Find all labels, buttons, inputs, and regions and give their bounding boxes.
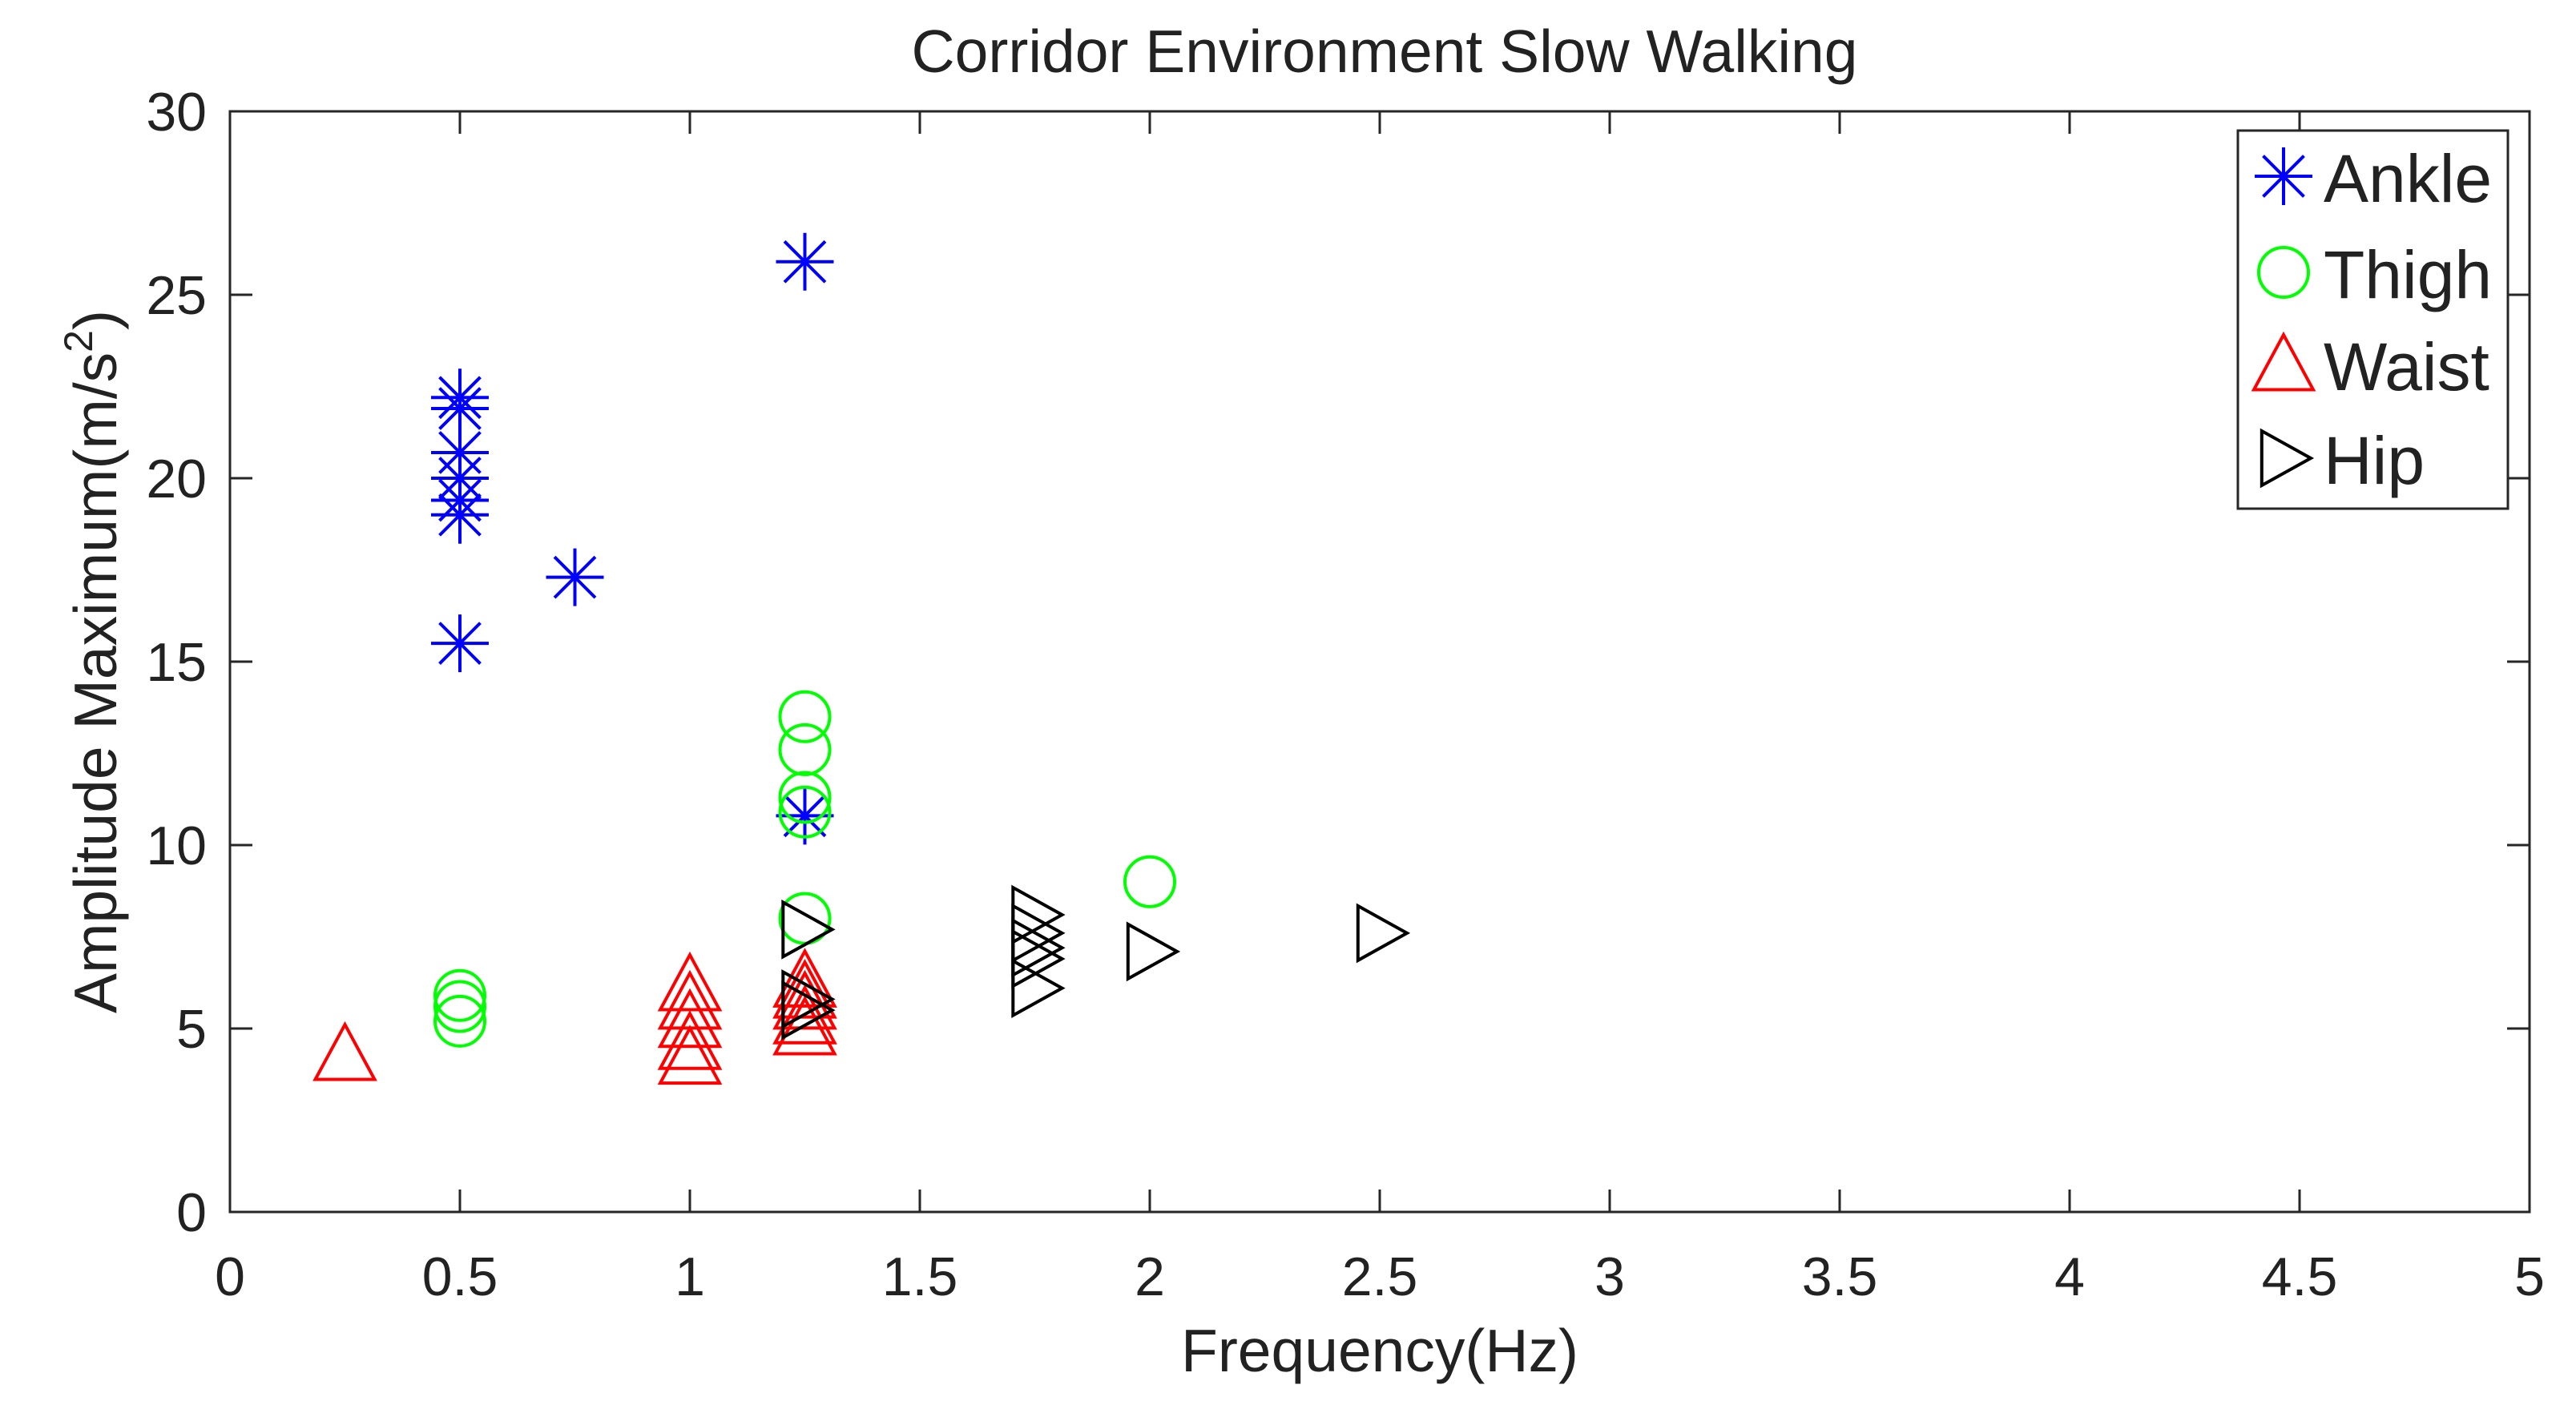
waist-point bbox=[657, 1025, 723, 1085]
y-tick-label: 30 bbox=[146, 82, 207, 143]
y-tick-label: 0 bbox=[176, 1182, 207, 1243]
series-ankle bbox=[431, 232, 834, 845]
waist-point bbox=[657, 1010, 723, 1070]
series-hip bbox=[781, 884, 1411, 1041]
y-axis-label: Amplitude Maximum(m/s2) bbox=[56, 310, 129, 1013]
waist-point bbox=[312, 1021, 377, 1081]
waist-point bbox=[772, 958, 837, 1019]
y-tick-label: 15 bbox=[146, 632, 207, 693]
ankle-point-stroke bbox=[438, 622, 482, 665]
ankle-point bbox=[431, 485, 489, 544]
y-axis-ticks: 0 5 10 15 20 25 30 bbox=[146, 82, 2530, 1243]
x-tick-label: 2 bbox=[1135, 1246, 1165, 1307]
x-axis-ticks: 0 0.5 1 1.5 2 2.5 3 3.5 4 4.5 5 bbox=[215, 111, 2545, 1307]
hip-point bbox=[1011, 928, 1066, 989]
legend-waist-label: Waist bbox=[2324, 329, 2489, 405]
thigh-point bbox=[433, 980, 486, 1033]
x-tick-label: 1 bbox=[675, 1246, 705, 1307]
x-tick-label: 4 bbox=[2054, 1246, 2085, 1307]
x-tick-label: 0.5 bbox=[422, 1246, 498, 1307]
waist-point bbox=[657, 988, 723, 1049]
x-axis-label: Frequency(Hz) bbox=[1181, 1317, 1578, 1384]
ankle-point-stroke bbox=[438, 387, 482, 430]
thigh-point bbox=[778, 723, 832, 776]
x-tick-label: 5 bbox=[2514, 1246, 2545, 1307]
y-tick-label: 20 bbox=[146, 449, 207, 509]
y-axis-label-superscript: 2 bbox=[56, 330, 101, 352]
y-axis-label-main: Amplitude Maximum(m/s bbox=[62, 352, 129, 1013]
waist-point bbox=[772, 969, 837, 1030]
x-tick-label: 1.5 bbox=[882, 1246, 958, 1307]
waist-point bbox=[772, 948, 837, 1008]
x-tick-label: 4.5 bbox=[2262, 1246, 2338, 1307]
ankle-point bbox=[776, 232, 834, 291]
legend: Ankle Thigh Waist Hip bbox=[2236, 129, 2509, 510]
thigh-point bbox=[433, 968, 486, 1022]
thigh-point bbox=[1123, 855, 1176, 908]
hip-point bbox=[1126, 921, 1181, 982]
ankle-point-stroke bbox=[553, 555, 597, 599]
legend-ankle-label: Ankle bbox=[2324, 141, 2492, 216]
legend-hip-label: Hip bbox=[2324, 423, 2425, 498]
y-tick-label: 5 bbox=[176, 999, 207, 1060]
hip-point bbox=[1356, 903, 1411, 964]
y-axis-label-close: ) bbox=[62, 310, 129, 330]
ankle-point-stroke bbox=[783, 240, 827, 284]
x-tick-label: 0 bbox=[215, 1246, 245, 1307]
hip-point bbox=[781, 980, 836, 1041]
ankle-point bbox=[431, 614, 489, 673]
waist-point bbox=[657, 951, 723, 1012]
legend-thigh-label: Thigh bbox=[2324, 237, 2492, 312]
ankle-point bbox=[546, 548, 604, 606]
legend-ankle-marker-stroke bbox=[2262, 155, 2305, 198]
x-tick-label: 2.5 bbox=[1342, 1246, 1418, 1307]
legend-box bbox=[2236, 129, 2509, 510]
ankle-point bbox=[776, 787, 834, 845]
ankle-point-stroke bbox=[438, 493, 482, 537]
y-tick-label: 10 bbox=[146, 815, 207, 876]
x-tick-label: 3.5 bbox=[1802, 1246, 1878, 1307]
hip-point bbox=[781, 899, 836, 960]
thigh-point bbox=[778, 690, 832, 743]
waist-point bbox=[772, 995, 837, 1056]
ankle-point-stroke bbox=[783, 794, 827, 838]
thigh-point bbox=[778, 771, 832, 824]
y-tick-label: 25 bbox=[146, 265, 207, 326]
legend-ankle-marker bbox=[2255, 147, 2312, 205]
plot-area bbox=[228, 110, 2531, 1214]
legend-hip-marker bbox=[2260, 428, 2315, 489]
thigh-point bbox=[778, 785, 832, 839]
series-waist bbox=[312, 948, 837, 1085]
legend-waist-marker bbox=[2251, 331, 2316, 392]
thigh-point bbox=[433, 994, 486, 1048]
data-markers bbox=[312, 232, 1411, 1085]
chart-title: Corridor Environment Slow Walking bbox=[912, 18, 1858, 85]
hip-point bbox=[1011, 958, 1066, 1019]
legend-thigh-marker bbox=[2257, 246, 2310, 299]
x-tick-label: 3 bbox=[1594, 1246, 1625, 1307]
